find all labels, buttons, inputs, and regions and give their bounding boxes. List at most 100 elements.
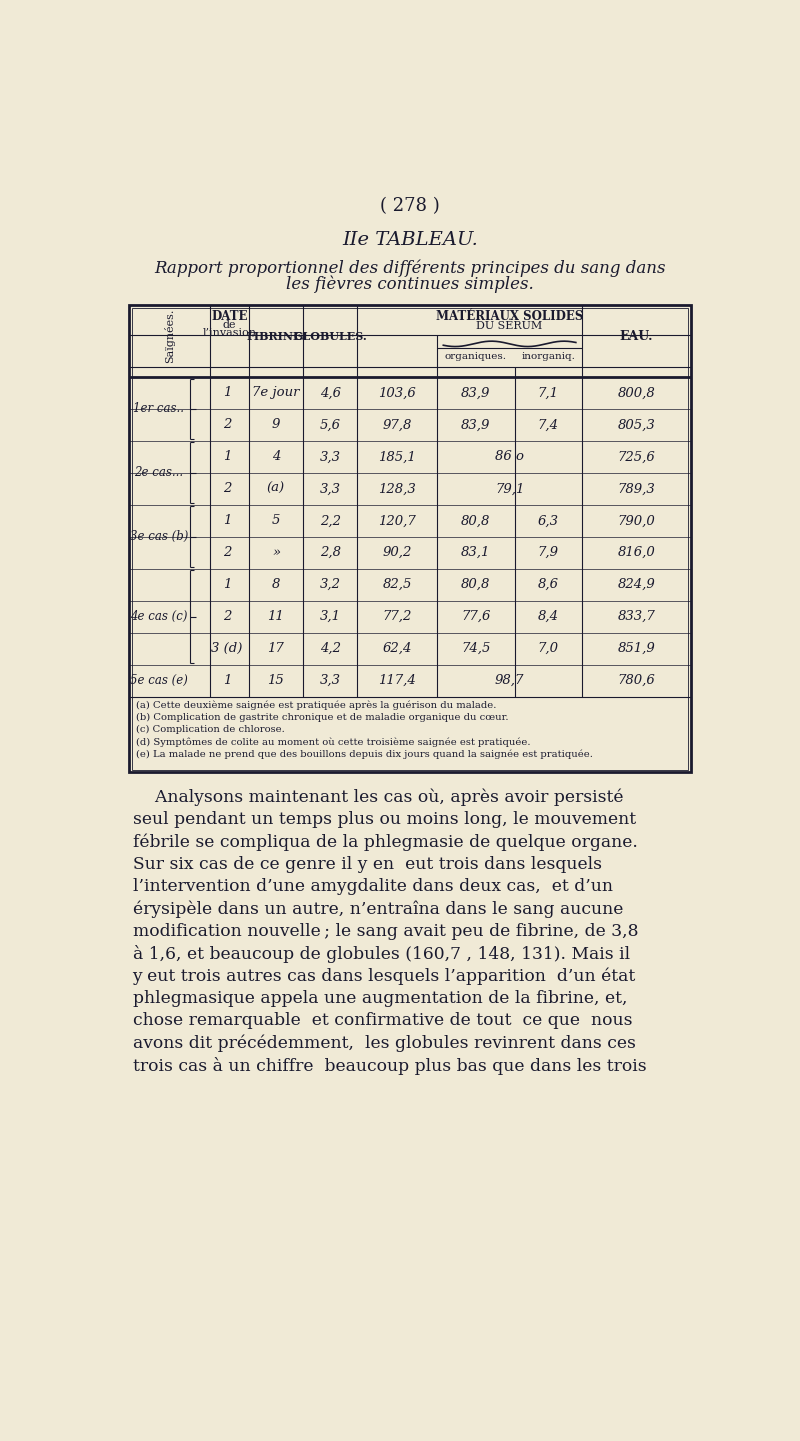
Text: (a) Cette deuxième saignée est pratiquée après la guérison du malade.: (a) Cette deuxième saignée est pratiquée… [136, 700, 496, 710]
Text: 780,6: 780,6 [618, 674, 655, 687]
Text: 79,1: 79,1 [495, 483, 524, 496]
Text: y eut trois autres cas dans lesquels l’apparition  d’un état: y eut trois autres cas dans lesquels l’a… [133, 967, 636, 986]
Text: 3,3: 3,3 [320, 483, 341, 496]
Text: 833,7: 833,7 [618, 610, 655, 623]
Text: 1: 1 [223, 578, 231, 591]
Text: »: » [272, 546, 280, 559]
Text: de: de [222, 320, 236, 330]
Text: 8: 8 [272, 578, 280, 591]
Text: 2,8: 2,8 [320, 546, 341, 559]
Text: 851,9: 851,9 [618, 643, 655, 656]
Text: avons dit précédemment,  les globules revinrent dans ces: avons dit précédemment, les globules rev… [133, 1035, 635, 1052]
Text: 4,6: 4,6 [320, 386, 341, 399]
Text: 1: 1 [223, 514, 231, 527]
Text: 185,1: 185,1 [378, 451, 416, 464]
Text: 1: 1 [223, 674, 231, 687]
Text: seul pendant un temps plus ou moins long, le mouvement: seul pendant un temps plus ou moins long… [133, 811, 636, 829]
Text: 15: 15 [267, 674, 284, 687]
Text: 2: 2 [223, 418, 231, 431]
Text: 83,1: 83,1 [461, 546, 490, 559]
Text: 62,4: 62,4 [382, 643, 412, 656]
Text: DU SÉRUM: DU SÉRUM [477, 321, 542, 331]
Text: 805,3: 805,3 [618, 418, 655, 431]
Text: 5: 5 [272, 514, 280, 527]
Text: Sur six cas de ce genre il y en  eut trois dans lesquels: Sur six cas de ce genre il y en eut troi… [133, 856, 602, 873]
Text: 103,6: 103,6 [378, 386, 416, 399]
Text: l’invasion: l’invasion [202, 329, 257, 339]
Text: 2: 2 [223, 610, 231, 623]
Text: 7,0: 7,0 [538, 643, 559, 656]
Text: ( 278 ): ( 278 ) [380, 197, 440, 216]
Text: 1: 1 [223, 386, 231, 399]
Text: 83,9: 83,9 [461, 418, 490, 431]
Text: 1: 1 [223, 451, 231, 464]
Text: 725,6: 725,6 [618, 451, 655, 464]
Text: 790,0: 790,0 [618, 514, 655, 527]
Text: (a): (a) [267, 483, 285, 496]
Text: 74,5: 74,5 [461, 643, 490, 656]
Text: Rapport proportionnel des différents principes du sang dans: Rapport proportionnel des différents pri… [154, 259, 666, 277]
Text: (d) Symptômes de colite au moment où cette troisième saignée est pratiquée.: (d) Symptômes de colite au moment où cet… [136, 738, 530, 746]
Text: 83,9: 83,9 [461, 386, 490, 399]
Text: 4: 4 [272, 451, 280, 464]
Text: (e) La malade ne prend que des bouillons depuis dix jours quand la saignée est p: (e) La malade ne prend que des bouillons… [136, 749, 593, 759]
Text: 3,3: 3,3 [320, 674, 341, 687]
Text: 3e cas (b): 3e cas (b) [130, 530, 188, 543]
Text: 3,2: 3,2 [320, 578, 341, 591]
Text: 3,3: 3,3 [320, 451, 341, 464]
Text: 789,3: 789,3 [618, 483, 655, 496]
Text: (b) Complication de gastrite chronique et de maladie organique du cœur.: (b) Complication de gastrite chronique e… [136, 713, 508, 722]
Text: EAU.: EAU. [619, 330, 653, 343]
Text: 3 (d): 3 (d) [211, 643, 242, 656]
Text: 816,0: 816,0 [618, 546, 655, 559]
Text: organiques.: organiques. [445, 352, 507, 360]
Text: 77,6: 77,6 [461, 610, 490, 623]
Text: 824,9: 824,9 [618, 578, 655, 591]
Text: fébrile se compliqua de la phlegmasie de quelque organe.: fébrile se compliqua de la phlegmasie de… [133, 833, 638, 852]
Text: 80,8: 80,8 [461, 578, 490, 591]
Text: chose remarquable  et confirmative de tout  ce que  nous: chose remarquable et confirmative de tou… [133, 1012, 632, 1029]
Text: 80,8: 80,8 [461, 514, 490, 527]
Text: FIBRINE.: FIBRINE. [246, 330, 306, 342]
Text: 120,7: 120,7 [378, 514, 416, 527]
Text: inorganiq.: inorganiq. [522, 352, 575, 360]
Text: 7e jour: 7e jour [252, 386, 300, 399]
Text: trois cas à un chiffre  beaucoup plus bas que dans les trois: trois cas à un chiffre beaucoup plus bas… [133, 1056, 646, 1075]
Text: 2: 2 [223, 546, 231, 559]
Text: 77,2: 77,2 [382, 610, 412, 623]
Text: l’intervention d’une amygdalite dans deux cas,  et d’un: l’intervention d’une amygdalite dans deu… [133, 878, 613, 895]
Text: 1er cas..: 1er cas.. [134, 402, 184, 415]
Text: IIe TABLEAU.: IIe TABLEAU. [342, 231, 478, 249]
Text: 90,2: 90,2 [382, 546, 412, 559]
Text: 9: 9 [272, 418, 280, 431]
Text: 8,6: 8,6 [538, 578, 559, 591]
Text: 82,5: 82,5 [382, 578, 412, 591]
Text: 5e cas (e): 5e cas (e) [130, 674, 188, 687]
Text: MATÉRIAUX SOLIDES: MATÉRIAUX SOLIDES [436, 310, 583, 323]
Text: à 1,6, et beaucoup de globules (160,7 , 148, 131). Mais il: à 1,6, et beaucoup de globules (160,7 , … [133, 945, 630, 963]
Text: 4e cas (c): 4e cas (c) [130, 610, 188, 623]
Text: phlegmasique appela une augmentation de la fibrine, et,: phlegmasique appela une augmentation de … [133, 990, 627, 1007]
Text: 86 o: 86 o [495, 451, 524, 464]
Text: 7,1: 7,1 [538, 386, 559, 399]
Text: 800,8: 800,8 [618, 386, 655, 399]
Text: 8,4: 8,4 [538, 610, 559, 623]
Text: GLOBULES.: GLOBULES. [294, 330, 367, 342]
Text: 7,9: 7,9 [538, 546, 559, 559]
Text: Saïgnées.: Saïgnées. [164, 308, 175, 363]
Text: DATE: DATE [211, 310, 248, 323]
Text: 117,4: 117,4 [378, 674, 416, 687]
Text: 5,6: 5,6 [320, 418, 341, 431]
Text: 4,2: 4,2 [320, 643, 341, 656]
Text: érysipèle dans un autre, n’entraîna dans le sang aucune: érysipèle dans un autre, n’entraîna dans… [133, 901, 623, 918]
Text: les fièvres continues simples.: les fièvres continues simples. [286, 275, 534, 293]
Text: 97,8: 97,8 [382, 418, 412, 431]
Text: 128,3: 128,3 [378, 483, 416, 496]
Text: modification nouvelle ; le sang avait peu de fibrine, de 3,8: modification nouvelle ; le sang avait pe… [133, 922, 638, 940]
Text: 17: 17 [267, 643, 284, 656]
Text: 7,4: 7,4 [538, 418, 559, 431]
Text: 2,2: 2,2 [320, 514, 341, 527]
Text: Analysons maintenant les cas où, après avoir persisté: Analysons maintenant les cas où, après a… [133, 788, 623, 807]
Text: 98,7: 98,7 [495, 674, 524, 687]
Text: 2: 2 [223, 483, 231, 496]
